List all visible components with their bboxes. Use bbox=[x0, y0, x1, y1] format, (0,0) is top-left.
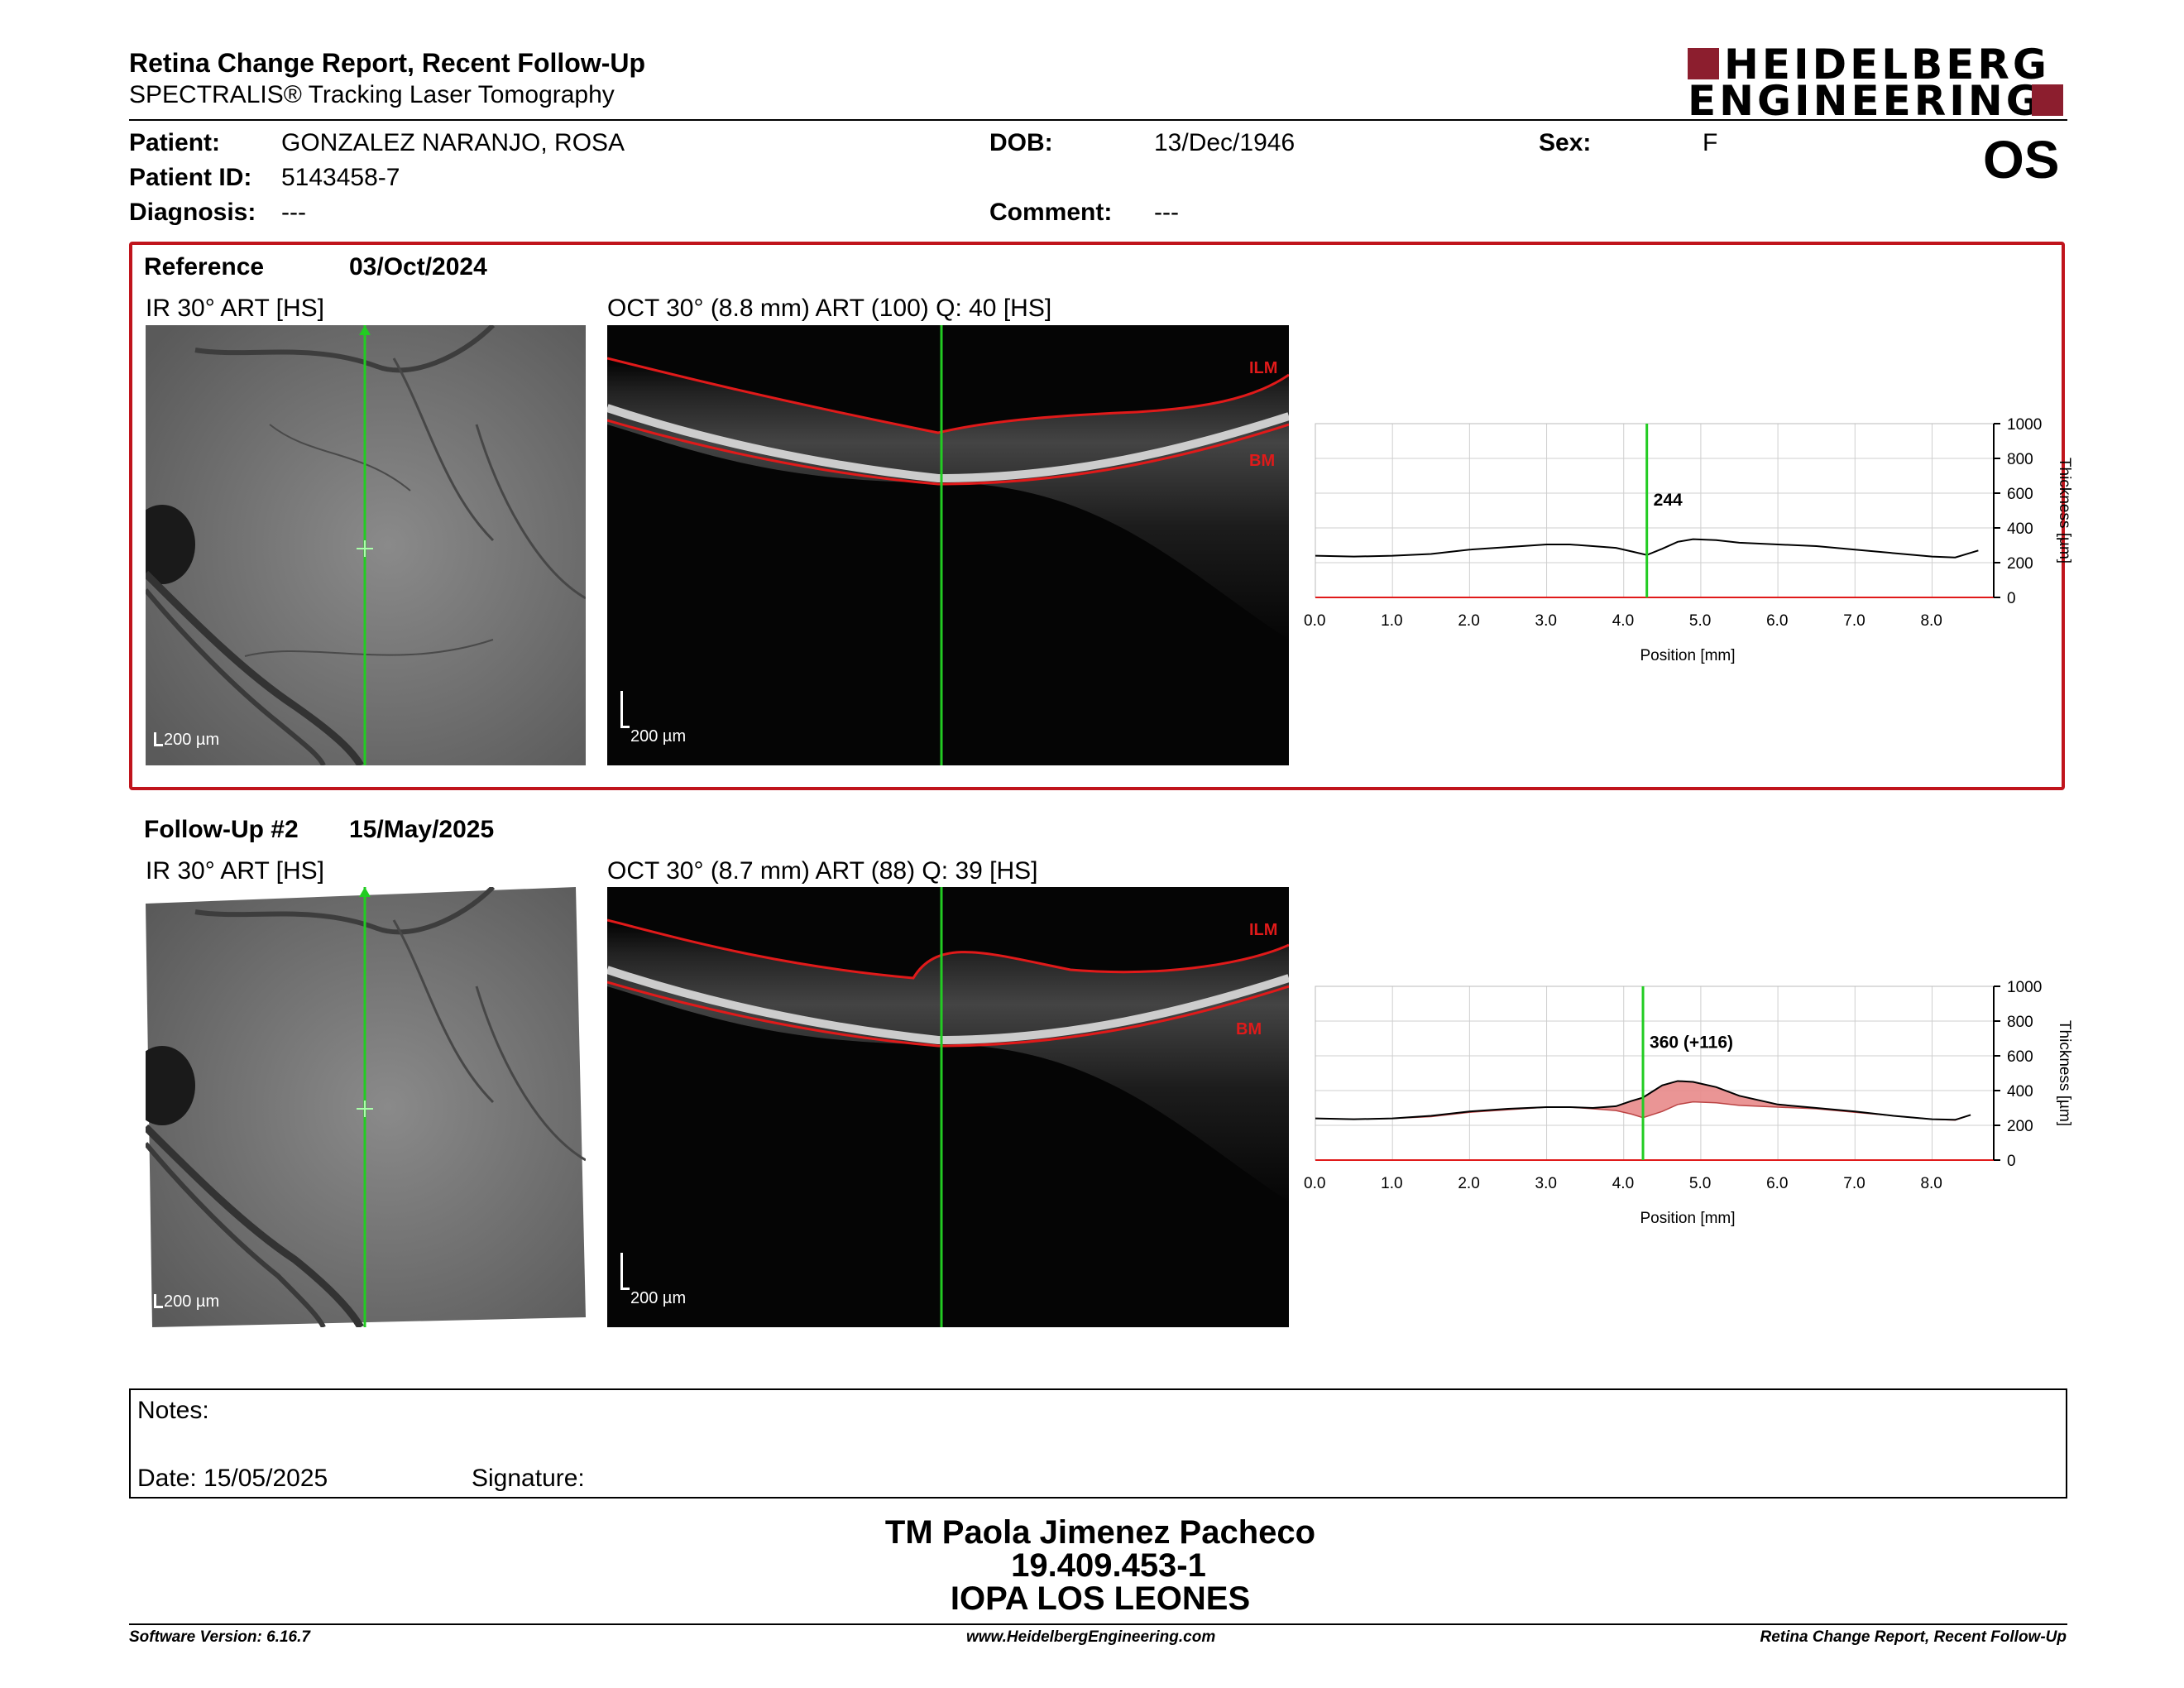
diagnosis-value: --- bbox=[281, 199, 306, 226]
y-tick-label: 400 bbox=[2007, 1083, 2033, 1101]
x-tick-label: 3.0 bbox=[1535, 1175, 1557, 1192]
reference-thickness-chart: 0 200 400 600 800 1000 0.0 1.0 2.0 3.0 4.0 5.0 6.0 7.… bbox=[1304, 416, 2073, 664]
followup-oct-image: ILM BM 200 µm bbox=[607, 887, 1289, 1327]
x-tick-label: 1.0 bbox=[1381, 612, 1402, 630]
logo-text-2: ENGINEERING bbox=[1688, 77, 2043, 125]
y-tick-label: 600 bbox=[2007, 1048, 2033, 1066]
x-tick-label: 6.0 bbox=[1766, 1175, 1788, 1192]
eye-laterality: OS bbox=[1983, 130, 2060, 189]
ir-fundus-svg bbox=[146, 325, 586, 765]
ir-scale-bar: 200 µm bbox=[154, 1292, 219, 1312]
bm-boundary bbox=[607, 981, 1289, 1048]
y-tick-label: 200 bbox=[2007, 555, 2033, 573]
reference-ir-image: 200 µm bbox=[146, 325, 586, 765]
x-tick-label: 0.0 bbox=[1304, 612, 1325, 630]
followup-ir-image: 200 µm bbox=[146, 887, 586, 1327]
x-tick-label: 1.0 bbox=[1381, 1175, 1402, 1192]
x-axis-label: Position [mm] bbox=[1640, 647, 1735, 664]
followup-ir-title: IR 30° ART [HS] bbox=[146, 857, 324, 885]
ilm-label: ILM bbox=[1249, 921, 1277, 939]
dob-value: 13/Dec/1946 bbox=[1154, 129, 1296, 156]
y-tick-label: 1000 bbox=[2007, 979, 2042, 996]
thickness-line bbox=[1315, 538, 1979, 559]
reference-oct-title: OCT 30° (8.8 mm) ART (100) Q: 40 [HS] bbox=[607, 295, 1052, 322]
x-tick-label: 4.0 bbox=[1612, 612, 1634, 630]
dob-label: DOB: bbox=[989, 129, 1053, 156]
x-tick-label: 8.0 bbox=[1920, 1175, 1942, 1192]
y-tick-label: 400 bbox=[2007, 520, 2033, 538]
software-version: Software Version: 6.16.7 bbox=[129, 1628, 310, 1646]
ir-fundus-svg bbox=[146, 887, 586, 1327]
y-tick-label: 800 bbox=[2007, 451, 2033, 468]
bm-label: BM bbox=[1236, 1020, 1262, 1038]
bm-boundary bbox=[607, 419, 1289, 486]
x-tick-label: 2.0 bbox=[1458, 612, 1479, 630]
comment-value: --- bbox=[1154, 199, 1179, 226]
patient-label: Patient: bbox=[129, 129, 221, 156]
signature-label: Signature: bbox=[472, 1465, 585, 1492]
logo-text-1: HEIDELBERG bbox=[1724, 41, 2050, 89]
report-title: Retina Change Report, Recent Follow-Up bbox=[129, 48, 646, 78]
x-tick-label: 7.0 bbox=[1843, 612, 1865, 630]
y-tick-label: 0 bbox=[2007, 1153, 2016, 1170]
sex-value: F bbox=[1703, 129, 1718, 156]
x-tick-label: 3.0 bbox=[1535, 612, 1557, 630]
technician-name: TM Paola Jimenez Pacheco bbox=[884, 1514, 1316, 1551]
patient-name: GONZALEZ NARANJO, ROSA bbox=[281, 129, 625, 156]
report-subtitle: SPECTRALIS® Tracking Laser Tomography bbox=[129, 81, 615, 108]
ir-scale-bar: 200 µm bbox=[154, 731, 219, 750]
reference-oct-image: ILM BM 200 µm bbox=[607, 325, 1289, 765]
notes-date: Date: 15/05/2025 bbox=[137, 1465, 328, 1492]
organization: IOPA LOS LEONES bbox=[950, 1580, 1251, 1617]
notes-box[interactable]: Notes: Date: 15/05/2025 Signature: bbox=[129, 1388, 2067, 1499]
marker-value-label: 244 bbox=[1654, 491, 1683, 510]
diagnosis-label: Diagnosis: bbox=[129, 199, 256, 226]
thickness-line bbox=[1315, 1080, 1971, 1121]
ilm-boundary bbox=[607, 918, 1289, 980]
footer-report-name: Retina Change Report, Recent Follow-Up bbox=[1760, 1628, 2067, 1646]
x-tick-label: 5.0 bbox=[1689, 612, 1711, 630]
reference-ir-title: IR 30° ART [HS] bbox=[146, 295, 324, 322]
comment-label: Comment: bbox=[989, 199, 1113, 226]
notes-label: Notes: bbox=[137, 1397, 209, 1424]
patient-id: 5143458-7 bbox=[281, 164, 400, 191]
bm-label: BM bbox=[1249, 452, 1275, 470]
plot-frame bbox=[1315, 985, 1995, 1161]
reference-box bbox=[129, 242, 2065, 790]
website-link[interactable]: www.HeidelbergEngineering.com bbox=[966, 1628, 1216, 1646]
y-tick-label: 1000 bbox=[2007, 416, 2042, 434]
y-tick-label: 600 bbox=[2007, 486, 2033, 503]
ilm-label: ILM bbox=[1249, 359, 1277, 377]
reference-date: 03/Oct/2024 bbox=[349, 253, 487, 281]
x-tick-label: 0.0 bbox=[1304, 1175, 1325, 1192]
x-tick-label: 5.0 bbox=[1689, 1175, 1711, 1192]
y-tick-label: 200 bbox=[2007, 1118, 2033, 1135]
y-axis-label: Thickness [µm] bbox=[2056, 1020, 2073, 1126]
x-axis-label: Position [mm] bbox=[1640, 1210, 1735, 1227]
oct-bscan-svg: ILM BM bbox=[607, 325, 1289, 765]
followup-thickness-chart: 0 200 400 600 800 1000 0.0 1.0 2.0 3.0 4.0 5.0 6.0 7.… bbox=[1304, 979, 2073, 1227]
followup-oct-title: OCT 30° (8.7 mm) ART (88) Q: 39 [HS] bbox=[607, 857, 1038, 885]
x-tick-label: 7.0 bbox=[1843, 1175, 1865, 1192]
y-axis-label: Thickness [µm] bbox=[2056, 458, 2073, 563]
x-tick-label: 8.0 bbox=[1920, 612, 1942, 630]
oct-scale-bar: 200 µm bbox=[620, 691, 686, 746]
followup-label: Follow-Up #2 bbox=[144, 816, 299, 843]
followup-date: 15/May/2025 bbox=[349, 816, 495, 843]
technician-id: 19.409.453-1 bbox=[1011, 1547, 1206, 1584]
y-tick-label: 800 bbox=[2007, 1014, 2033, 1031]
oct-scale-bar: 200 µm bbox=[620, 1253, 686, 1307]
plot-frame bbox=[1315, 423, 1995, 598]
y-tick-label: 0 bbox=[2007, 590, 2016, 607]
sex-label: Sex: bbox=[1539, 129, 1592, 156]
ilm-boundary bbox=[607, 357, 1289, 434]
patient-id-label: Patient ID: bbox=[129, 164, 252, 191]
marker-value-label: 360 (+116) bbox=[1650, 1033, 1733, 1052]
reference-label: Reference bbox=[144, 253, 265, 281]
oct-bscan-svg: ILM BM bbox=[607, 887, 1289, 1327]
x-tick-label: 6.0 bbox=[1766, 612, 1788, 630]
x-tick-label: 4.0 bbox=[1612, 1175, 1634, 1192]
x-tick-label: 2.0 bbox=[1458, 1175, 1479, 1192]
